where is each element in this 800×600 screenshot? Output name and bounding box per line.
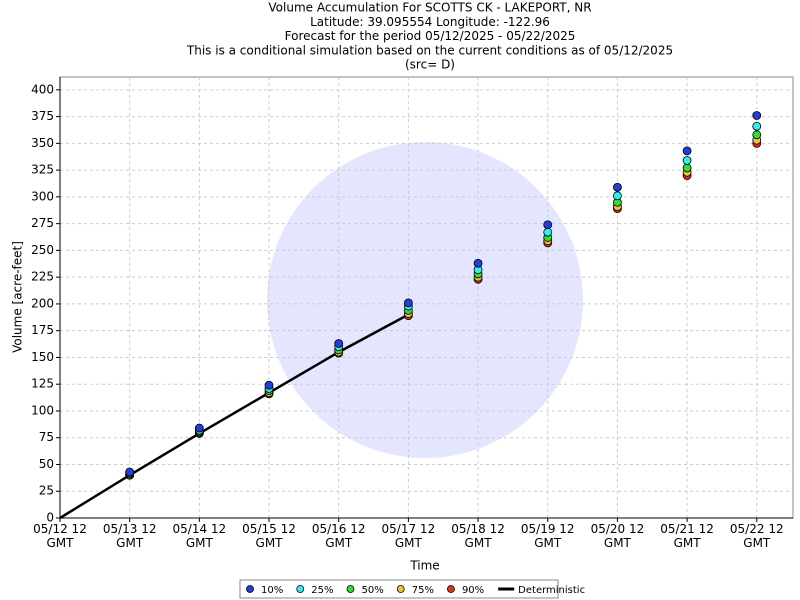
data-point: [752, 121, 762, 131]
title-line: Volume Accumulation For SCOTTS CK - LAKE…: [268, 1, 591, 15]
x-tick-label: 05/14 12 GMT: [172, 522, 227, 550]
y-tick-label: 275: [31, 216, 54, 230]
y-tick-label: 350: [31, 136, 54, 150]
x-tick-label: 05/12 12 GMT: [33, 522, 87, 550]
data-point: [334, 339, 344, 348]
data-point: [613, 182, 622, 192]
legend-label: 25%: [311, 585, 333, 596]
y-tick-label: 100: [31, 403, 54, 417]
title-line: This is a conditional simulation based o…: [186, 43, 673, 57]
title-line: Forecast for the period 05/12/2025 - 05/…: [285, 29, 576, 43]
x-tick-label: 05/20 12 GMT: [590, 522, 645, 550]
data-point: [682, 146, 692, 156]
y-tick-label: 225: [31, 270, 54, 284]
x-tick-label: 05/16 12 GMT: [311, 522, 366, 550]
y-tick-label: 375: [31, 109, 54, 123]
title-line: Latitude: 39.095554 Longitude: -122.96: [310, 15, 550, 29]
data-point: [473, 258, 483, 268]
data-point: [682, 156, 692, 165]
y-tick-label: 250: [31, 243, 54, 257]
legend-label: 50%: [361, 585, 383, 596]
x-tick-label: 05/18 12 GMT: [451, 522, 505, 550]
legend-label: Deterministic: [518, 585, 585, 596]
data-point: [752, 111, 762, 120]
y-tick-label: 400: [31, 82, 54, 96]
legend-label: 10%: [261, 585, 283, 596]
title-line: (src= D): [405, 58, 455, 72]
legend: 10% 25% 50% 75% 90% Deterministic: [239, 579, 585, 599]
data-point: [613, 191, 622, 201]
legend-swatch: [346, 585, 355, 593]
x-tick-label: 05/22 12 GMT: [729, 522, 784, 550]
y-tick-label: 325: [31, 163, 54, 177]
watermark: [267, 142, 583, 458]
data-point: [264, 380, 274, 390]
data-point: [403, 298, 413, 308]
y-tick-label: 25: [39, 484, 54, 498]
y-tick-label: 50: [39, 457, 54, 471]
x-tick-label: 05/17 12 GMT: [381, 522, 436, 550]
legend-swatch: [296, 585, 305, 593]
data-point: [125, 467, 135, 477]
x-tick-label: 05/19 12 GMT: [520, 522, 575, 550]
x-tick-label: 05/13 12 GMT: [102, 522, 157, 550]
y-tick-label: 75: [39, 430, 54, 444]
legend-label: 90%: [462, 585, 484, 596]
y-tick-label: 200: [31, 296, 54, 310]
data-point: [682, 163, 692, 173]
x-tick-label: 05/15 12 GMT: [242, 522, 296, 550]
x-axis-label: Time: [409, 559, 439, 573]
legend-swatch: [447, 585, 455, 593]
y-tick-label: 175: [31, 323, 54, 337]
y-tick-label: 0: [46, 511, 54, 525]
data-point: [752, 130, 762, 140]
y-axis-label: Volume [acre-feet]: [11, 241, 25, 353]
series-line: [59, 313, 409, 520]
legend-swatch: [246, 585, 254, 593]
legend-label: 75%: [412, 585, 434, 596]
y-tick-label: 300: [31, 189, 54, 203]
data-point: [543, 227, 553, 237]
y-tick-label: 150: [31, 350, 54, 364]
data-point: [543, 220, 553, 230]
x-tick-label: 05/21 12 GMT: [660, 522, 714, 550]
legend-swatch: [396, 585, 405, 593]
data-point: [194, 423, 204, 433]
y-tick-label: 125: [31, 377, 54, 391]
